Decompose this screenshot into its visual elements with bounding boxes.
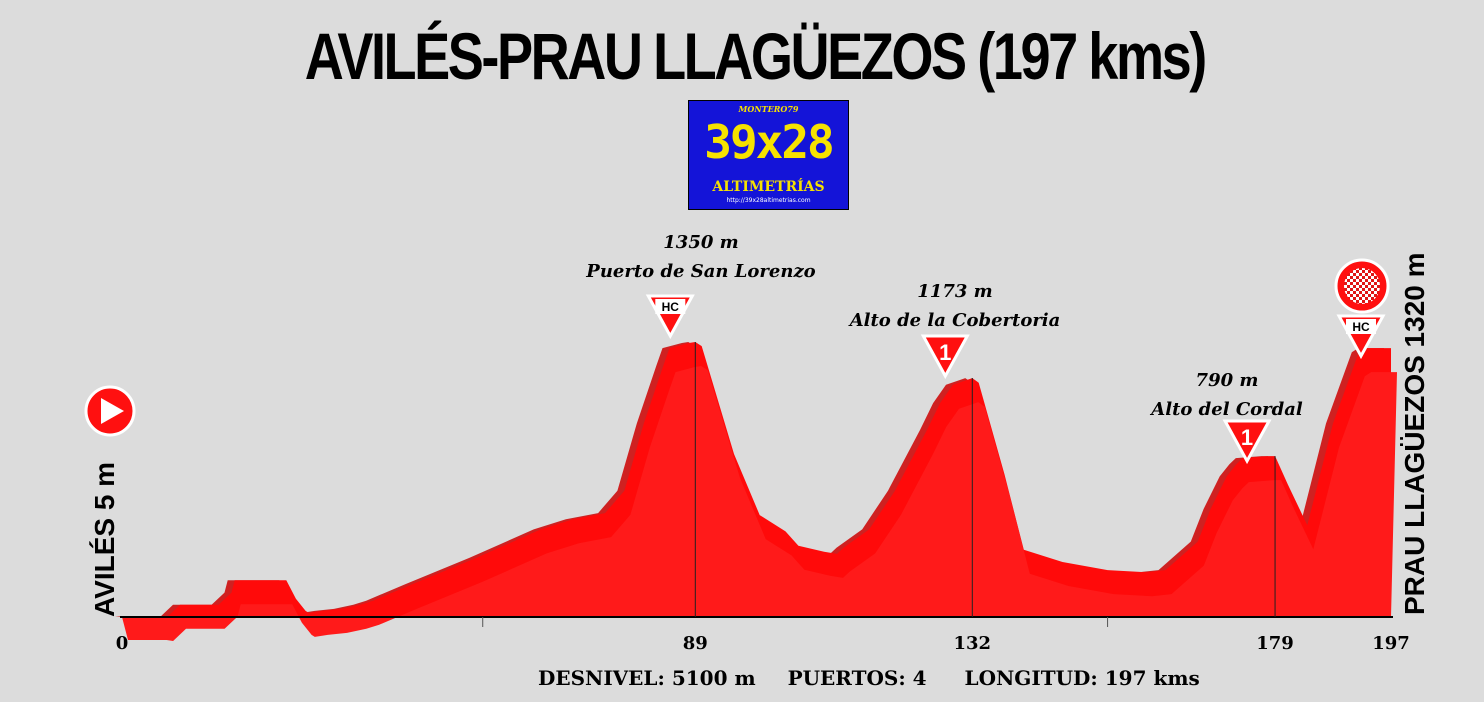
finish-label: PRAU LLAGÜEZOS 1320 m bbox=[1399, 252, 1430, 615]
summit-name: Alto de la Cobertoria bbox=[848, 310, 1061, 331]
x-tick-label: 0 bbox=[116, 633, 129, 654]
site-logo: MONTERO79 39x28 ALTIMETRÍAS http://39x28… bbox=[688, 100, 849, 210]
start-label: AVILÉS 5 m bbox=[89, 462, 120, 617]
x-tick-label: 179 bbox=[1256, 633, 1294, 654]
summary-puertos: PUERTOS: 4 bbox=[787, 666, 927, 690]
summit-elevation: 1350 m bbox=[663, 232, 738, 253]
category-triangle-icon bbox=[920, 334, 970, 380]
elevation-profile-front bbox=[122, 366, 1397, 641]
route-summary: DESNIVEL: 5100 m PUERTOS: 4 LONGITUD: 19… bbox=[538, 666, 1200, 690]
logo-author: MONTERO79 bbox=[738, 104, 799, 114]
logo-subtitle: ALTIMETRÍAS bbox=[712, 179, 825, 195]
summit-name: Puerto de San Lorenzo bbox=[585, 261, 815, 282]
category-label: 1 bbox=[1241, 425, 1253, 450]
summit-marker: HC bbox=[1336, 314, 1386, 360]
finish-flag-icon bbox=[1334, 258, 1390, 314]
summit-name: Alto del Cordal bbox=[1149, 399, 1303, 420]
summit-marker: HC bbox=[645, 294, 695, 340]
category-badge bbox=[1346, 319, 1376, 334]
summary-desnivel: DESNIVEL: 5100 m bbox=[538, 666, 756, 690]
category-badge bbox=[655, 299, 686, 314]
category-label: 1 bbox=[939, 340, 951, 365]
category-triangle-icon bbox=[1222, 419, 1272, 465]
start-play-icon bbox=[84, 385, 136, 437]
x-tick-label: 197 bbox=[1372, 633, 1410, 654]
logo-main: 39x28 bbox=[704, 115, 834, 169]
page-title: AVILÉS-PRAU LLAGÜEZOS (197 kms) bbox=[304, 19, 1208, 93]
logo-url: http://39x28altimetrias.com bbox=[726, 197, 811, 204]
summit-elevation: 790 m bbox=[1196, 370, 1259, 391]
summit-marker: 1 bbox=[920, 334, 970, 380]
category-label: HC bbox=[662, 300, 680, 314]
x-tick-label: 89 bbox=[683, 633, 708, 654]
summary-longitud: LONGITUD: 197 kms bbox=[964, 666, 1200, 690]
summit-marker: 1 bbox=[1222, 419, 1272, 465]
summit-elevation: 1173 m bbox=[917, 281, 992, 302]
x-tick-label: 132 bbox=[954, 633, 992, 654]
category-label: HC bbox=[1352, 320, 1370, 334]
